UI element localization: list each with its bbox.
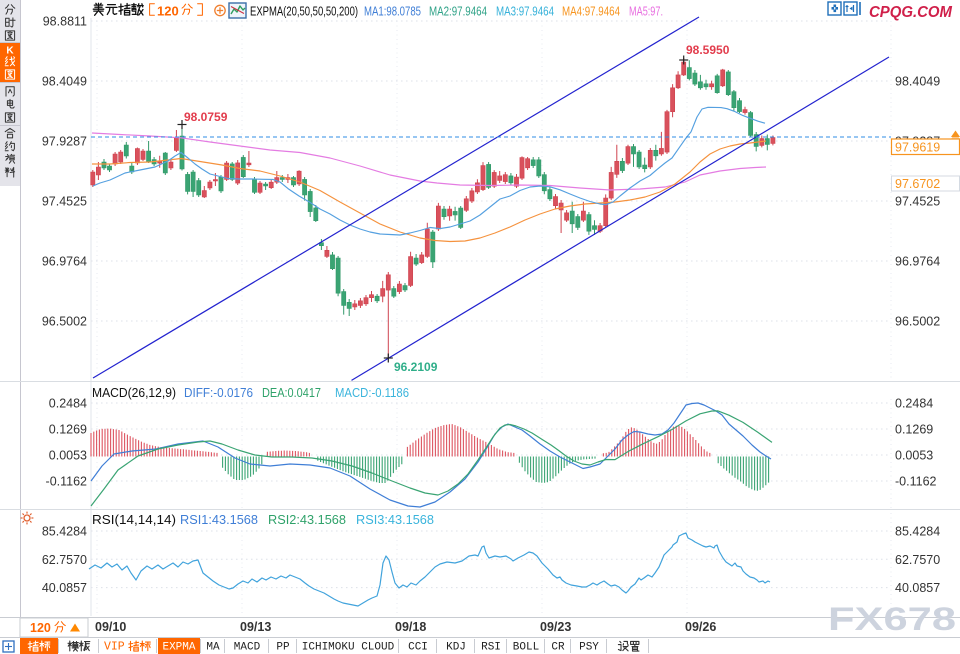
svg-text:96.2109: 96.2109 bbox=[394, 360, 438, 374]
svg-text:EXPMA: EXPMA bbox=[162, 642, 195, 654]
svg-text:96.9764: 96.9764 bbox=[895, 255, 940, 269]
svg-text:40.0857: 40.0857 bbox=[42, 581, 87, 595]
svg-text:09/26: 09/26 bbox=[685, 620, 716, 634]
svg-text:40.0857: 40.0857 bbox=[895, 581, 940, 595]
svg-text:MA5:97.: MA5:97. bbox=[629, 5, 663, 19]
svg-text:96.5002: 96.5002 bbox=[895, 315, 940, 329]
svg-text:MA: MA bbox=[206, 642, 220, 654]
svg-text:RSI1:43.1568: RSI1:43.1568 bbox=[180, 513, 258, 527]
svg-text:PP: PP bbox=[276, 642, 290, 654]
svg-text:0.0053: 0.0053 bbox=[49, 449, 87, 463]
svg-text:MACD:-0.1186: MACD:-0.1186 bbox=[335, 386, 409, 400]
svg-text:62.7570: 62.7570 bbox=[42, 553, 87, 567]
svg-text:0.1269: 0.1269 bbox=[49, 423, 87, 437]
svg-text:RSI2:43.1568: RSI2:43.1568 bbox=[268, 513, 346, 527]
svg-text:98.8811: 98.8811 bbox=[43, 15, 87, 29]
svg-text:MA1:98.0785: MA1:98.0785 bbox=[364, 5, 421, 19]
svg-text:09/18: 09/18 bbox=[395, 620, 426, 634]
svg-text:98.4049: 98.4049 bbox=[895, 75, 940, 89]
svg-text:98.5950: 98.5950 bbox=[686, 43, 730, 57]
svg-text:96.5002: 96.5002 bbox=[42, 315, 87, 329]
svg-text:97.4525: 97.4525 bbox=[42, 195, 87, 209]
svg-text:FX678: FX678 bbox=[828, 601, 956, 637]
svg-text:09/23: 09/23 bbox=[540, 620, 571, 634]
svg-text:85.4284: 85.4284 bbox=[42, 525, 87, 539]
svg-text:97.6702: 97.6702 bbox=[895, 177, 940, 191]
svg-text:97.4525: 97.4525 bbox=[895, 195, 940, 209]
svg-text:MACD: MACD bbox=[234, 642, 261, 654]
svg-text:98.4049: 98.4049 bbox=[42, 75, 87, 89]
svg-text:120: 120 bbox=[157, 4, 179, 19]
svg-text:DIFF:-0.0176: DIFF:-0.0176 bbox=[184, 386, 253, 400]
svg-text:PSY: PSY bbox=[579, 642, 599, 654]
svg-text:K: K bbox=[6, 46, 14, 57]
svg-text:-0.1162: -0.1162 bbox=[895, 475, 937, 489]
svg-text:ICHIMOKU CLOUD: ICHIMOKU CLOUD bbox=[302, 642, 395, 654]
svg-text:62.7570: 62.7570 bbox=[895, 553, 940, 567]
svg-text:RSI(14,14,14): RSI(14,14,14) bbox=[92, 513, 176, 527]
svg-text:MA4:97.9464: MA4:97.9464 bbox=[562, 5, 620, 19]
svg-text:0.2484: 0.2484 bbox=[895, 397, 933, 411]
svg-text:09/13: 09/13 bbox=[240, 620, 271, 634]
svg-text:MACD(26,12,9): MACD(26,12,9) bbox=[92, 386, 176, 400]
svg-text:0.0053: 0.0053 bbox=[895, 449, 933, 463]
svg-text:97.9287: 97.9287 bbox=[42, 135, 87, 149]
svg-text:85.4284: 85.4284 bbox=[895, 525, 940, 539]
svg-text:0.2484: 0.2484 bbox=[49, 397, 87, 411]
svg-text:96.9764: 96.9764 bbox=[42, 255, 87, 269]
svg-text:VIP: VIP bbox=[104, 641, 125, 654]
svg-text:KDJ: KDJ bbox=[446, 642, 466, 654]
svg-text:09/10: 09/10 bbox=[95, 620, 126, 634]
svg-text:CPQG.COM: CPQG.COM bbox=[869, 4, 953, 21]
svg-text:97.9619: 97.9619 bbox=[895, 141, 940, 155]
svg-text:EXPMA(20,50,50,50,200): EXPMA(20,50,50,50,200) bbox=[250, 5, 358, 19]
svg-text:BOLL: BOLL bbox=[513, 642, 539, 654]
svg-text:CR: CR bbox=[551, 642, 565, 654]
svg-text:MA2:97.9464: MA2:97.9464 bbox=[429, 5, 487, 19]
svg-text:MA3:97.9464: MA3:97.9464 bbox=[496, 5, 554, 19]
svg-text:-0.1162: -0.1162 bbox=[46, 475, 88, 489]
svg-text:DEA:0.0417: DEA:0.0417 bbox=[262, 386, 321, 400]
svg-text:RSI3:43.1568: RSI3:43.1568 bbox=[356, 513, 434, 527]
svg-text:120: 120 bbox=[30, 621, 51, 635]
svg-text:0.1269: 0.1269 bbox=[895, 423, 933, 437]
svg-text:CCI: CCI bbox=[408, 642, 428, 654]
svg-text:RSI: RSI bbox=[481, 642, 501, 654]
svg-text:98.0759: 98.0759 bbox=[184, 110, 228, 124]
